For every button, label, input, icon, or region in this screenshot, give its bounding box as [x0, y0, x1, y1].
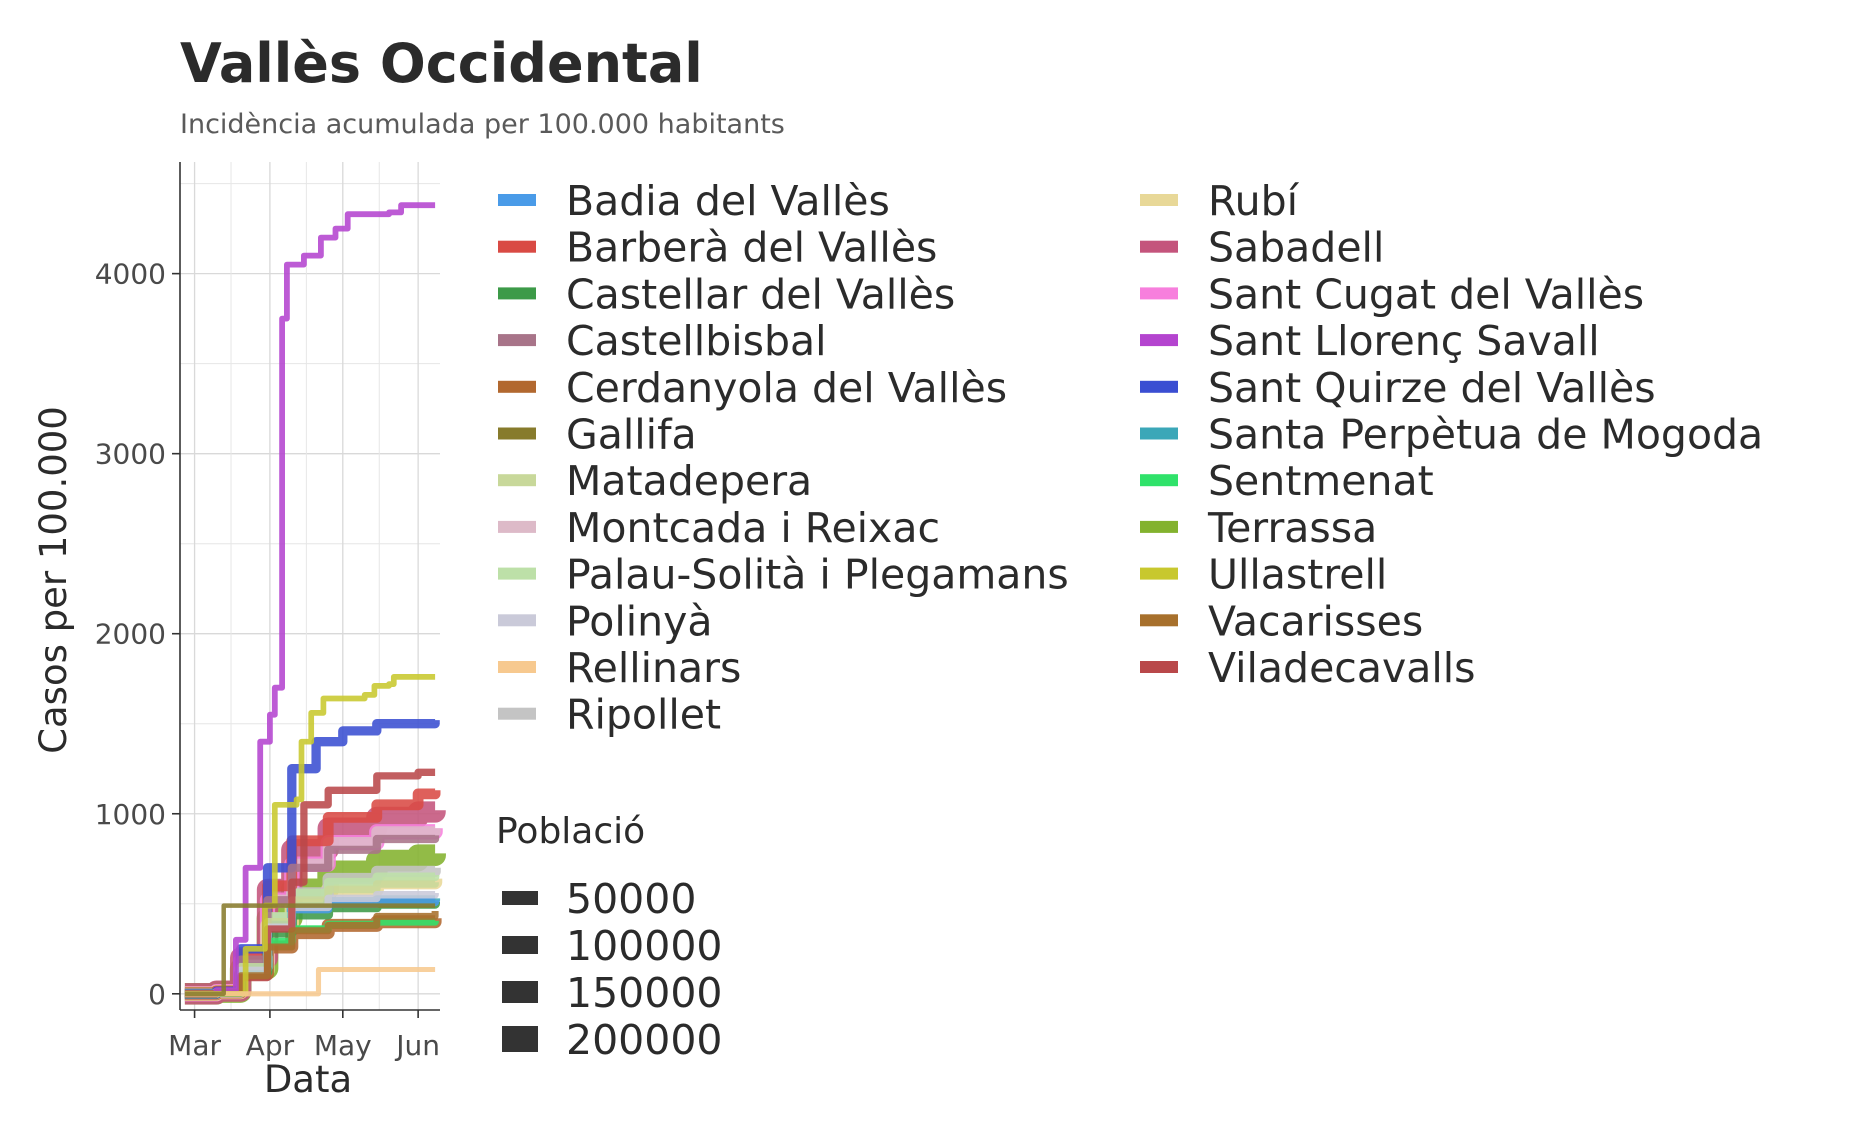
legend-key [1140, 334, 1178, 347]
legend-label: Rellinars [566, 644, 741, 692]
y-tick-label: 4000 [95, 258, 166, 291]
legend-key [1140, 614, 1178, 627]
x-tick-label: May [314, 1029, 372, 1062]
legend-key [498, 334, 536, 347]
legend-label: Gallifa [566, 411, 697, 459]
size-legend-key [502, 891, 538, 905]
legend-key [498, 287, 536, 300]
legend-key [1140, 427, 1178, 440]
legend-label: Sabadell [1208, 224, 1384, 272]
legend-key [498, 380, 536, 393]
size-legend-label: 50000 [566, 875, 696, 923]
size-legend-label: 150000 [566, 969, 723, 1017]
size-legend-key [502, 1026, 538, 1052]
legend-label: Viladecavalls [1208, 644, 1476, 692]
legend-key [498, 614, 536, 627]
legend-label: Cerdanyola del Vallès [566, 364, 1007, 412]
legend-label: Ullastrell [1208, 551, 1387, 599]
axis-layer: 0 1000 2000 3000 4000 Mar Apr May Jun [95, 162, 440, 1062]
legend-label: Badia del Vallès [566, 177, 890, 225]
y-tick-label: 3000 [95, 438, 166, 471]
legend-label: Santa Perpètua de Mogoda [1208, 411, 1763, 459]
legend-key [1140, 380, 1178, 393]
legend-key [1140, 287, 1178, 300]
legend-label: Palau-Solità i Plegamans [566, 551, 1069, 599]
y-axis-label: Casos per 100.000 [32, 406, 75, 754]
series-line [184, 202, 436, 997]
legend-key [498, 567, 536, 580]
size-legend-title: Població [496, 811, 645, 852]
legend-key [498, 474, 536, 487]
series-line [184, 674, 436, 997]
size-legend-label: 100000 [566, 922, 723, 970]
series-line [184, 966, 436, 997]
legend-key [1140, 567, 1178, 580]
legend-label: Rubí [1208, 177, 1300, 225]
legend-label: Sant Cugat del Vallès [1208, 270, 1644, 318]
legend-key [498, 661, 536, 673]
x-axis-label: Data [264, 1058, 352, 1101]
legend-key [1140, 194, 1178, 206]
legend-key [498, 520, 536, 533]
legend-label: Matadepera [566, 457, 812, 505]
legend-label: Barberà del Vallès [566, 224, 937, 272]
legend-label: Terrassa [1207, 504, 1377, 552]
x-tick-label: Mar [168, 1029, 221, 1062]
legend-label: Polinyà [566, 597, 713, 645]
size-legend-key [502, 936, 538, 954]
legend-key [1140, 661, 1178, 673]
x-tick-label: Jun [394, 1029, 440, 1062]
legend-key [498, 707, 536, 720]
legend-key [498, 240, 536, 253]
legend-label: Sant Llorenç Savall [1208, 317, 1600, 365]
legend-key [498, 194, 536, 206]
legend-label: Montcada i Reixac [566, 504, 940, 552]
legend-key [1140, 474, 1178, 487]
chart-subtitle: Incidència acumulada per 100.000 habitan… [180, 109, 785, 140]
chart-title: Vallès Occidental [180, 32, 703, 95]
legend-label: Ripollet [566, 691, 721, 739]
legend-label: Castellar del Vallès [566, 270, 955, 318]
y-tick-label: 0 [148, 978, 166, 1011]
legend-key [1140, 240, 1178, 253]
legend-label: Vacarisses [1208, 597, 1423, 645]
y-tick-label: 1000 [95, 798, 166, 831]
x-tick-label: Apr [246, 1029, 295, 1062]
size-legend-key [502, 981, 538, 1003]
legend-key [498, 427, 536, 440]
series-line [184, 903, 436, 997]
legend-key [1140, 520, 1178, 533]
legend-label: Castellbisbal [566, 317, 827, 365]
legend-label: Sant Quirze del Vallès [1208, 364, 1656, 412]
series-layer [184, 202, 446, 1005]
size-legend-label: 200000 [566, 1016, 723, 1064]
legend-label: Sentmenat [1208, 457, 1434, 505]
y-tick-label: 2000 [95, 618, 166, 651]
